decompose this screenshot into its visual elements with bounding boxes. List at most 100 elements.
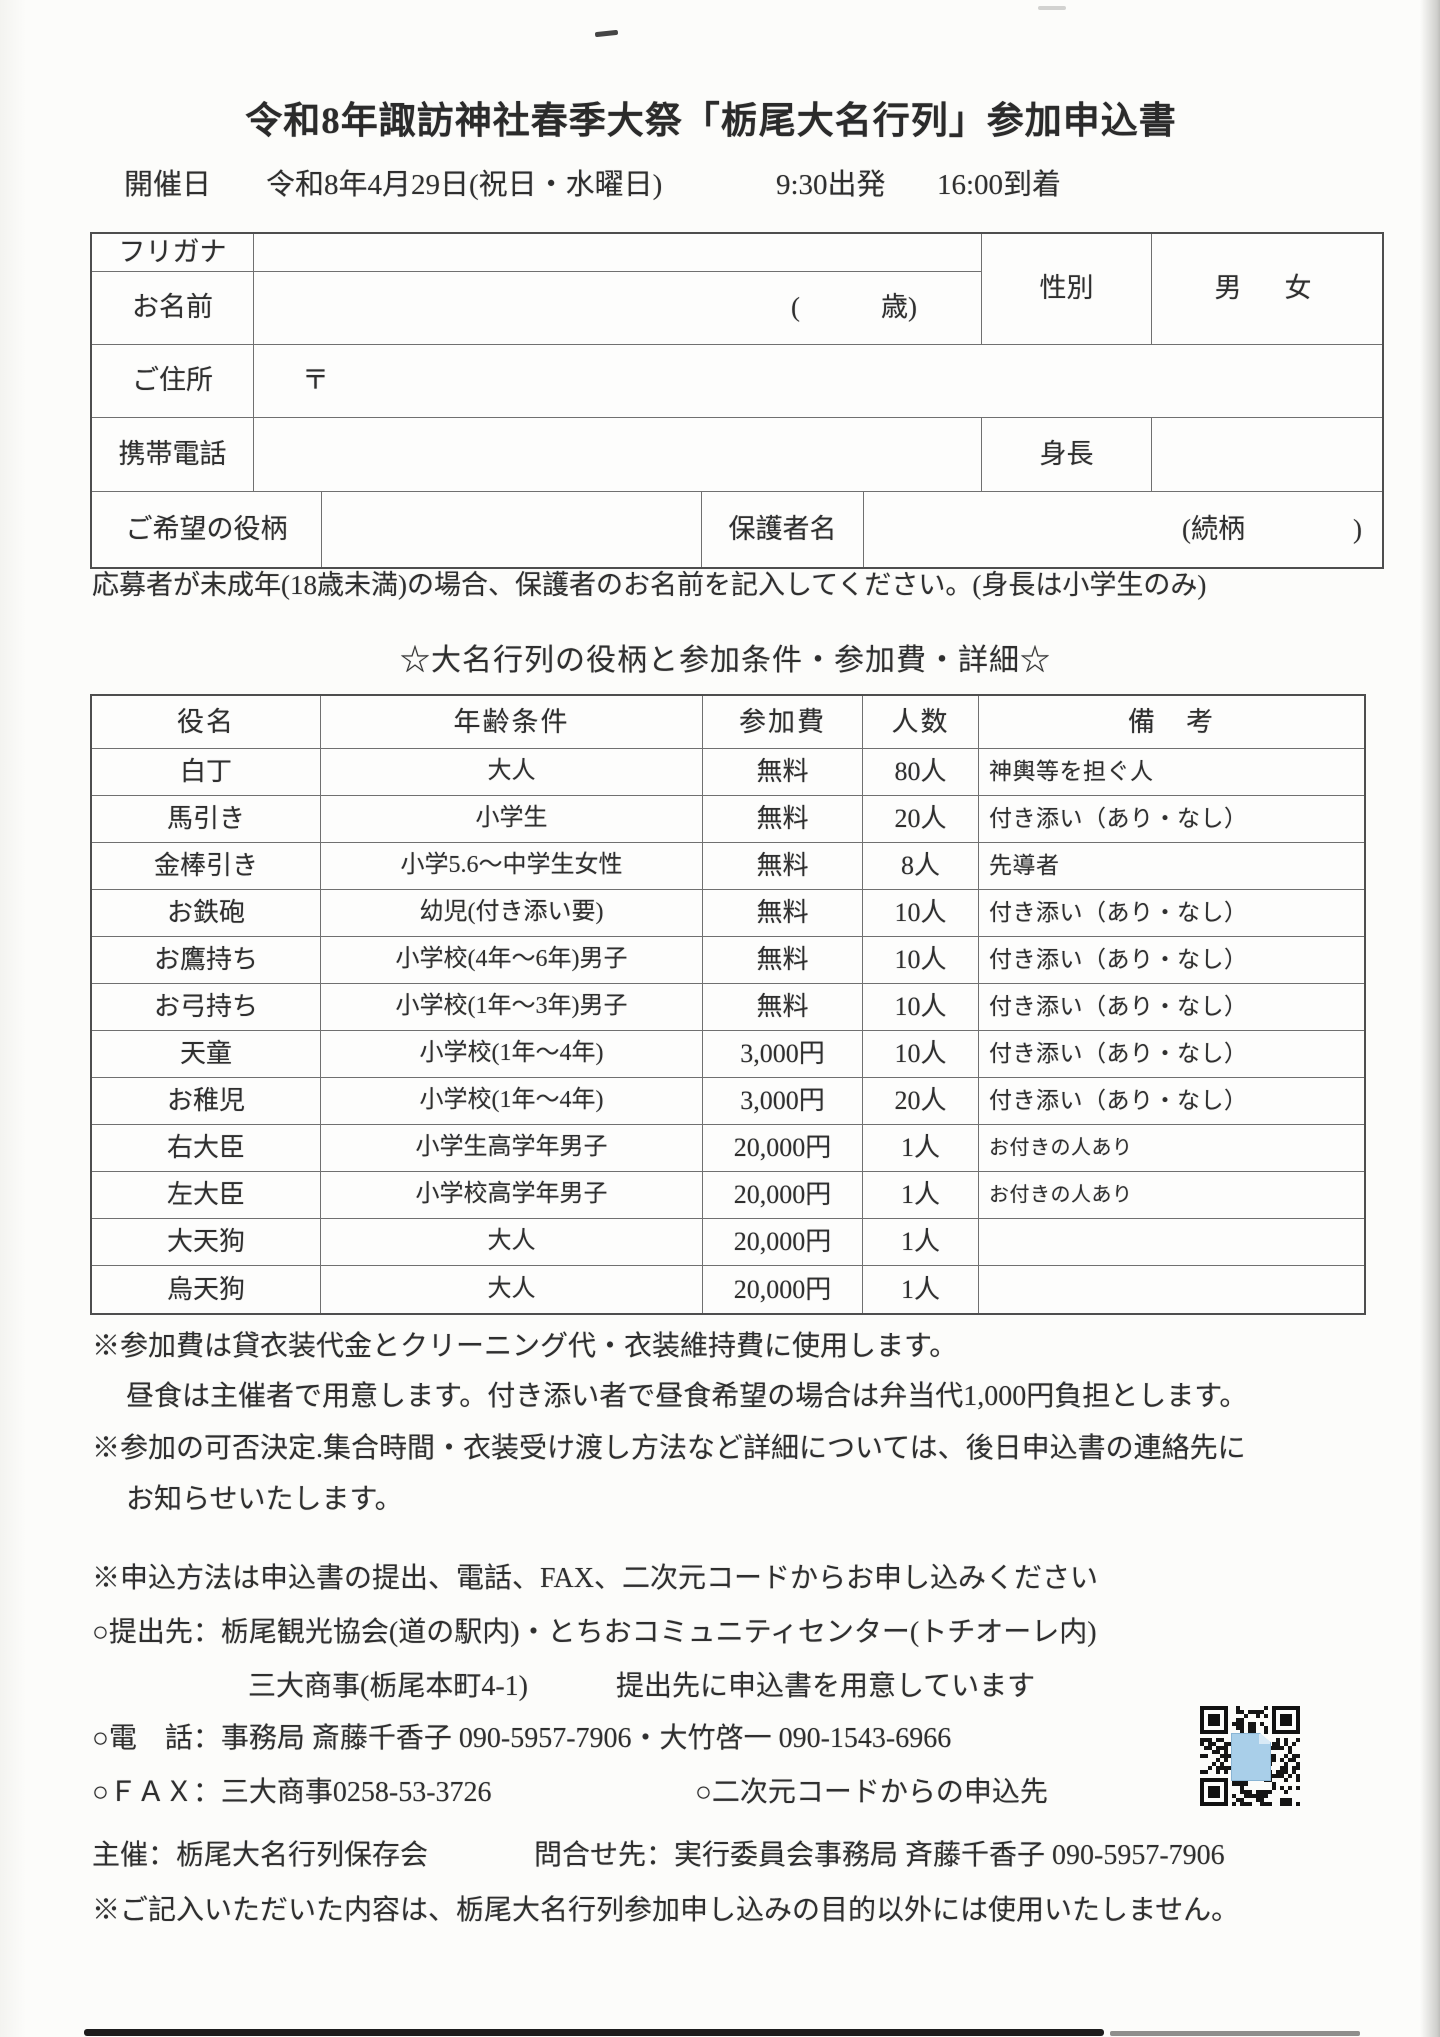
note-decision: ※参加の可否決定.集合時間・衣装受け渡し方法など詳細については、後日申込書の連絡… bbox=[92, 1433, 1246, 1464]
count-cell: 1人 bbox=[863, 1172, 979, 1219]
role-name-cell: 金棒引き bbox=[92, 843, 321, 890]
scan-artifact-top-right bbox=[1038, 6, 1066, 10]
age-cell: 小学生高学年男子 bbox=[321, 1125, 703, 1172]
fee-cell: 20,000円 bbox=[703, 1266, 863, 1313]
submit-forms-available: 提出先に申込書を用意しています bbox=[616, 1671, 1036, 1702]
role-name-cell: 右大臣 bbox=[92, 1125, 321, 1172]
remark-cell: お付きの人あり bbox=[979, 1125, 1364, 1172]
role-name-cell: お鉄砲 bbox=[92, 890, 321, 937]
event-date-value: 令和8年4月29日(祝日・水曜日) bbox=[266, 169, 663, 201]
age-cell: 小学校(4年～6年)男子 bbox=[321, 937, 703, 984]
document-icon bbox=[1231, 1733, 1271, 1781]
fee-cell: 3,000円 bbox=[703, 1078, 863, 1125]
role-name-cell: 大天狗 bbox=[92, 1219, 321, 1266]
role-name-cell: 白丁 bbox=[92, 749, 321, 796]
remark-cell: 先導者 bbox=[979, 843, 1364, 890]
page-title: 令和8年諏訪神社春季大祭「栃尾大名行列」参加申込書 bbox=[245, 101, 1177, 142]
role-name-cell: 天童 bbox=[92, 1031, 321, 1078]
gender-options: 男 女 bbox=[1152, 234, 1382, 345]
role-name-cell: お鷹持ち bbox=[92, 937, 321, 984]
fee-cell: 無料 bbox=[703, 843, 863, 890]
fee-cell: 無料 bbox=[703, 984, 863, 1031]
col-header-remarks: 備 考 bbox=[979, 696, 1364, 749]
height-field bbox=[1152, 418, 1382, 492]
role-name-cell: 烏天狗 bbox=[92, 1266, 321, 1313]
role-name-cell: お稚児 bbox=[92, 1078, 321, 1125]
roles-table: 役名 年齢条件 参加費 人数 備 考 白丁 大人 無料 80人 神輿等を担ぐ人 … bbox=[90, 694, 1366, 1315]
event-date-label: 開催日 bbox=[124, 169, 212, 201]
count-cell: 10人 bbox=[863, 937, 979, 984]
remark-cell: 付き添い（あり・なし） bbox=[979, 984, 1364, 1031]
age-cell: 小学校高学年男子 bbox=[321, 1172, 703, 1219]
submit-location-line: ○提出先：栃尾観光協会(道の駅内)・とちおコミュニティセンター(トチオーレ内) bbox=[92, 1617, 1097, 1648]
note-lunch: 昼食は主催者で用意します。付き添い者で昼食希望の場合は弁当代1,000円負担とし… bbox=[126, 1381, 1248, 1412]
fee-cell: 無料 bbox=[703, 749, 863, 796]
remark-cell: 付き添い（あり・なし） bbox=[979, 937, 1364, 984]
col-header-fee: 参加費 bbox=[703, 696, 863, 749]
height-label: 身長 bbox=[982, 418, 1152, 492]
qr-code bbox=[1200, 1705, 1300, 1807]
remark-cell: 付き添い（あり・なし） bbox=[979, 796, 1364, 843]
count-cell: 20人 bbox=[863, 1078, 979, 1125]
application-method-line: ※申込方法は申込書の提出、電話、FAX、二次元コードからお申し込みください bbox=[92, 1563, 1098, 1594]
event-arrival-time: 16:00到着 bbox=[937, 169, 1062, 201]
count-cell: 80人 bbox=[863, 749, 979, 796]
scan-artifact-top bbox=[594, 29, 619, 38]
role-name-cell: お弓持ち bbox=[92, 984, 321, 1031]
minor-note: 応募者が未成年(18歳未満)の場合、保護者のお名前を記入してください。(身長は小… bbox=[92, 570, 1207, 600]
privacy-note: ※ご記入いただいた内容は、栃尾大名行列参加申し込みの目的以外には使用いたしません… bbox=[92, 1895, 1240, 1926]
qr-code-pattern bbox=[1200, 1706, 1300, 1806]
remark-cell: 神輿等を担ぐ人 bbox=[979, 749, 1364, 796]
count-cell: 1人 bbox=[863, 1219, 979, 1266]
fee-cell: 無料 bbox=[703, 937, 863, 984]
guardian-field: (続柄 ) bbox=[1182, 513, 1362, 544]
remark-cell: 付き添い（あり・なし） bbox=[979, 1031, 1364, 1078]
phone-field bbox=[254, 418, 982, 492]
count-cell: 10人 bbox=[863, 984, 979, 1031]
scan-artifact-bottom-dark bbox=[84, 2029, 1104, 2036]
col-header-count: 人数 bbox=[863, 696, 979, 749]
event-departure-time: 9:30出発 bbox=[776, 169, 886, 201]
note-decision-cont: お知らせいたします。 bbox=[126, 1484, 403, 1515]
fee-cell: 無料 bbox=[703, 796, 863, 843]
age-cell: 小学5.6～中学生女性 bbox=[321, 843, 703, 890]
note-fee-use: ※参加費は貸衣装代金とクリーニング代・衣装維持費に使用します。 bbox=[92, 1331, 958, 1362]
age-cell: 小学校(1年～3年)男子 bbox=[321, 984, 703, 1031]
col-header-age: 年齢条件 bbox=[321, 696, 703, 749]
fee-cell: 20,000円 bbox=[703, 1219, 863, 1266]
gender-label: 性別 bbox=[982, 234, 1152, 345]
remark-cell bbox=[979, 1266, 1364, 1313]
phone-label: 携帯電話 bbox=[92, 418, 254, 492]
remark-cell bbox=[979, 1219, 1364, 1266]
fax-line: ○ＦＡＸ：三大商事0258-53-3726 bbox=[92, 1777, 492, 1808]
organizer-line: 主催：栃尾大名行列保存会 bbox=[92, 1840, 429, 1871]
age-cell: 大人 bbox=[321, 1219, 703, 1266]
remark-cell: お付きの人あり bbox=[979, 1172, 1364, 1219]
count-cell: 1人 bbox=[863, 1125, 979, 1172]
count-cell: 20人 bbox=[863, 796, 979, 843]
inquiry-contact-line: 問合せ先：実行委員会事務局 斉藤千香子 090-5957-7906 bbox=[534, 1840, 1225, 1871]
age-cell: 大人 bbox=[321, 1266, 703, 1313]
count-cell: 10人 bbox=[863, 1031, 979, 1078]
age-cell: 小学校(1年～4年) bbox=[321, 1031, 703, 1078]
name-label: お名前 bbox=[92, 272, 254, 345]
desired-role-label: ご希望の役柄 bbox=[92, 492, 322, 567]
scan-artifact-bottom-light bbox=[1110, 2031, 1360, 2036]
remark-cell: 付き添い（あり・なし） bbox=[979, 1078, 1364, 1125]
role-name-cell: 馬引き bbox=[92, 796, 321, 843]
guardian-label: 保護者名 bbox=[702, 492, 864, 567]
col-header-role: 役名 bbox=[92, 696, 321, 749]
qr-apply-line: ○二次元コードからの申込先 bbox=[695, 1777, 1048, 1808]
count-cell: 10人 bbox=[863, 890, 979, 937]
phone-contact-line: ○電 話：事務局 斎藤千香子 090-5957-7906・大竹啓一 090-15… bbox=[92, 1723, 952, 1754]
fee-cell: 無料 bbox=[703, 890, 863, 937]
address-field: 〒 bbox=[254, 345, 1382, 418]
remark-cell: 付き添い（あり・なし） bbox=[979, 890, 1364, 937]
address-label: ご住所 bbox=[92, 345, 254, 418]
furigana-label: フリガナ bbox=[92, 234, 254, 272]
age-cell: 幼児(付き添い要) bbox=[321, 890, 703, 937]
applicant-info-table: フリガナ 性別 男 女 お名前 ( 歳) ご住所 〒 携帯電話 身長 ご希望の役… bbox=[90, 232, 1384, 569]
furigana-field bbox=[254, 234, 982, 272]
age-cell: 小学校(1年～4年) bbox=[321, 1078, 703, 1125]
